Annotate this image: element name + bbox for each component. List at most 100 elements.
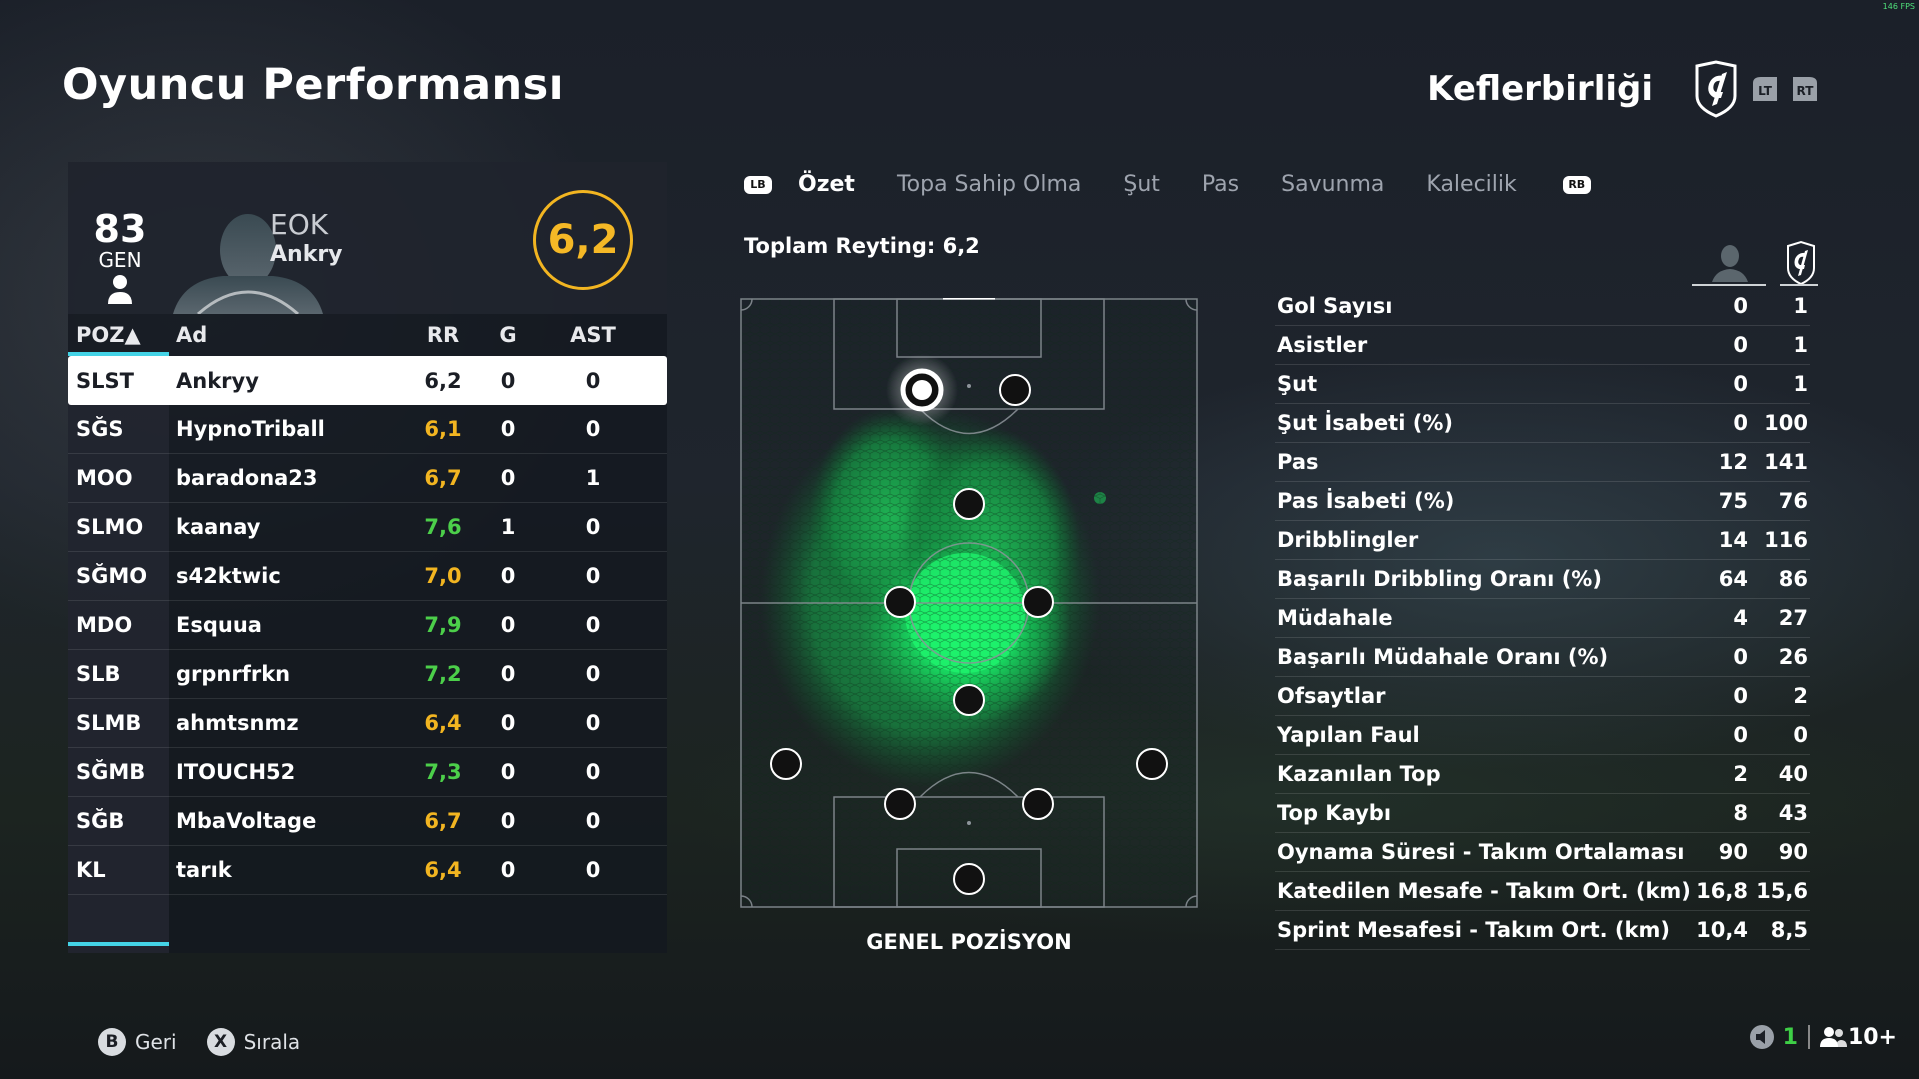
tab-shooting[interactable]: Şut <box>1123 172 1160 197</box>
table-row[interactable]: SLMO kaanay 7,6 1 0 <box>68 503 667 552</box>
table-row[interactable]: SĞS HypnoTriball 6,1 0 0 <box>68 405 667 454</box>
row-name: baradona23 <box>176 466 318 490</box>
lb-button-icon[interactable]: LB <box>744 175 772 194</box>
header-goals[interactable]: G <box>499 323 517 347</box>
header-rating[interactable]: RR <box>426 323 460 347</box>
row-assists: 0 <box>585 711 601 735</box>
page-title: Oyuncu Performansı <box>62 60 564 110</box>
row-assists: 0 <box>585 613 601 637</box>
player-silhouette-icon <box>173 214 323 314</box>
table-row[interactable]: KL tarık 6,4 0 0 <box>68 846 667 895</box>
row-position: SĞS <box>76 417 124 441</box>
stat-team-value: 0 <box>1793 723 1808 747</box>
stat-player-value: 0 <box>1733 372 1748 396</box>
row-assists: 0 <box>585 809 601 833</box>
tab-summary[interactable]: Özet <box>798 172 855 197</box>
rb-button-icon[interactable]: RB <box>1562 175 1591 194</box>
table-row[interactable]: MDO Esquua 7,9 0 0 <box>68 601 667 650</box>
table-row[interactable]: SĞMB ITOUCH52 7,3 0 0 <box>68 748 667 797</box>
header-position[interactable]: POZ▲ <box>76 323 141 347</box>
player-rows: SLST Ankryy 6,2 0 0 SĞS HypnoTriball 6,1 0 0 MOO… <box>68 356 667 895</box>
player-marker <box>770 748 802 780</box>
row-name: kaanay <box>176 515 261 539</box>
table-row[interactable]: SĞB MbaVoltage 6,7 0 0 <box>68 797 667 846</box>
tab-defending[interactable]: Savunma <box>1281 172 1385 197</box>
stat-label: Oynama Süresi - Takım Ortalaması <box>1277 840 1685 864</box>
stat-row: Başarılı Müdahale Oranı (%) 0 26 <box>1275 638 1810 677</box>
stat-label: Şut <box>1277 372 1318 396</box>
stat-player-value: 8 <box>1733 801 1748 825</box>
team-column-crest-icon <box>1780 240 1818 286</box>
svg-text:LT: LT <box>1758 84 1773 98</box>
player-marker <box>1136 748 1168 780</box>
player-list-panel: 83 GEN EOK Ankry 6,2 POZ▲ Ad RR G AST <box>68 162 667 953</box>
table-row[interactable]: SLB grpnrfrkn 7,2 0 0 <box>68 650 667 699</box>
stat-team-value: 26 <box>1778 645 1808 669</box>
row-rating: 6,1 <box>424 417 462 441</box>
row-goals: 0 <box>500 760 516 784</box>
stat-row: Yapılan Faul 0 0 <box>1275 716 1810 755</box>
team-header: Keflerbirliği LT RT <box>1427 60 1819 118</box>
tab-possession[interactable]: Topa Sahip Olma <box>896 172 1082 197</box>
x-button-icon[interactable]: X <box>206 1028 235 1056</box>
row-position: SĞB <box>76 809 125 833</box>
left-trigger-icon[interactable]: LT <box>1751 75 1779 103</box>
right-trigger-icon[interactable]: RT <box>1791 75 1819 103</box>
table-row[interactable]: SĞMO s42ktwic 7,0 0 0 <box>68 552 667 601</box>
row-assists: 0 <box>585 368 601 393</box>
stat-row: Top Kaybı 8 43 <box>1275 794 1810 833</box>
header-name[interactable]: Ad <box>176 323 208 347</box>
party-count: 10+ <box>1847 1024 1897 1050</box>
stats-column-icons <box>1692 240 1818 286</box>
table-row[interactable]: MOO baradona23 6,7 0 1 <box>68 454 667 503</box>
speaker-icon <box>1749 1025 1774 1049</box>
table-row[interactable]: SLST Ankryy 6,2 0 0 <box>68 356 667 405</box>
stat-label: Başarılı Müdahale Oranı (%) <box>1277 645 1609 669</box>
row-rating: 6,4 <box>424 711 462 735</box>
total-rating: Toplam Reyting: 6,2 <box>744 234 980 258</box>
row-goals: 0 <box>500 858 516 882</box>
stat-label: Yapılan Faul <box>1277 723 1420 747</box>
player-markers <box>770 354 1168 895</box>
player-marker <box>953 863 985 895</box>
row-goals: 1 <box>500 515 516 539</box>
row-assists: 1 <box>585 466 601 490</box>
row-goals: 0 <box>500 368 516 393</box>
stat-label: Katedilen Mesafe - Takım Ort. (km) <box>1277 879 1691 903</box>
row-rating: 7,9 <box>424 613 462 637</box>
row-rating: 6,4 <box>424 858 462 882</box>
header-assists[interactable]: AST <box>570 323 616 347</box>
stat-player-value: 0 <box>1733 333 1748 357</box>
row-name: HypnoTriball <box>176 417 325 441</box>
stat-row: Gol Sayısı 0 1 <box>1275 287 1810 326</box>
stat-team-value: 141 <box>1764 450 1808 474</box>
stat-team-value: 100 <box>1764 411 1808 435</box>
row-position: SLST <box>76 368 134 393</box>
b-button-icon[interactable]: B <box>98 1028 126 1056</box>
row-position: KL <box>76 858 106 882</box>
row-name: Esquua <box>176 613 262 637</box>
row-position: SĞMB <box>76 760 146 784</box>
stat-row: Katedilen Mesafe - Takım Ort. (km) 16,8 15… <box>1275 872 1810 911</box>
row-goals: 0 <box>500 809 516 833</box>
row-position: SLMO <box>76 515 144 539</box>
player-marker <box>999 374 1031 406</box>
tab-goalkeeping[interactable]: Kalecilik <box>1426 172 1517 197</box>
row-name: Ankryy <box>176 368 259 393</box>
row-name: tarık <box>176 858 232 882</box>
row-name: ITOUCH52 <box>176 760 296 784</box>
stat-player-value: 0 <box>1733 723 1748 747</box>
tab-passing[interactable]: Pas <box>1201 172 1240 197</box>
stat-player-value: 0 <box>1733 411 1748 435</box>
row-assists: 0 <box>585 662 601 686</box>
row-rating: 6,7 <box>424 809 462 833</box>
table-row[interactable]: SLMB ahmtsnmz 6,4 0 0 <box>68 699 667 748</box>
back-label[interactable]: Geri <box>135 1030 177 1054</box>
row-name: s42ktwic <box>176 564 281 588</box>
row-goals: 0 <box>500 613 516 637</box>
sort-label[interactable]: Sırala <box>243 1030 301 1054</box>
pitch-label: GENEL POZİSYON <box>866 930 1072 954</box>
stat-player-value: 2 <box>1733 762 1748 786</box>
player-rating-badge: 6,2 <box>533 190 633 290</box>
row-rating: 7,2 <box>424 662 462 686</box>
